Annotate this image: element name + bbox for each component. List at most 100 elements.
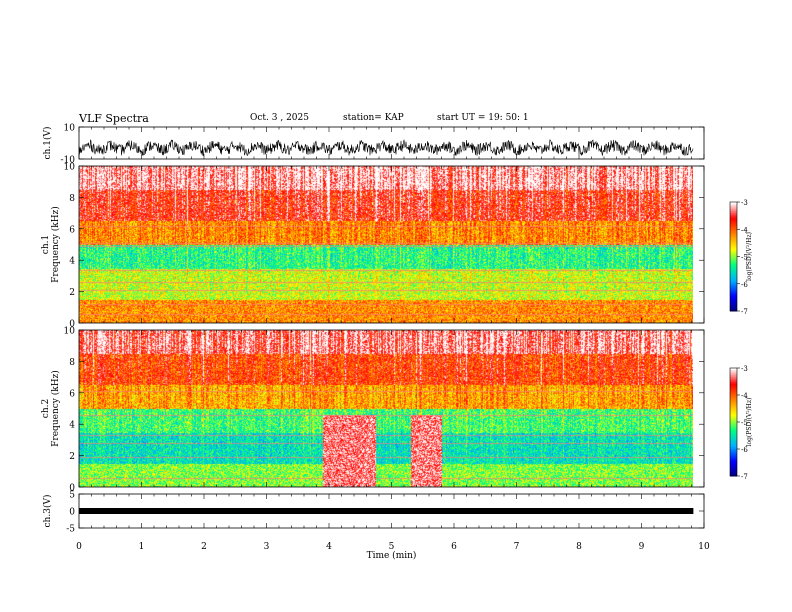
colorbar-segment — [730, 265, 737, 268]
colorbar-segment — [730, 261, 737, 265]
ch1-wave-ytick-label: 10 — [64, 124, 76, 134]
xtick-label: 2 — [201, 542, 207, 552]
ch2-spec-ylabel: Frequency (kHz) — [50, 370, 61, 447]
colorbar-segment — [730, 280, 737, 283]
colorbar-segment — [730, 258, 737, 261]
colorbar-segment — [730, 450, 737, 454]
colorbar-segment — [730, 465, 737, 468]
colorbar-segment — [730, 405, 737, 409]
colorbar-segment — [730, 470, 737, 473]
spectrogram-image — [79, 330, 693, 487]
colorbar-segment — [730, 436, 737, 439]
ch1-spec-ytick-label: 8 — [69, 194, 75, 204]
xtick-label: 10 — [698, 542, 710, 552]
xtick-label: 8 — [576, 542, 582, 552]
colorbar-tick-label: -4 — [741, 226, 748, 234]
colorbar-segment — [730, 422, 737, 425]
colorbar-segment — [730, 452, 737, 455]
colorbar-segment — [730, 221, 737, 225]
colorbar-tick-label: -4 — [741, 392, 748, 400]
ch3-wave-ylabel: ch.3(V) — [42, 495, 53, 528]
colorbar-segment — [730, 434, 737, 437]
colorbar-segment — [730, 468, 737, 472]
ch3-wave-ytick-label: 0 — [69, 508, 75, 518]
colorbar-segment — [730, 267, 737, 270]
colorbar-segment — [730, 416, 737, 419]
ch1-spec-ylabel: Frequency (kHz) — [50, 206, 61, 283]
colorbar-segment — [730, 447, 737, 450]
colorbar-segment — [730, 427, 737, 430]
colorbar-segment — [730, 274, 737, 277]
colorbar-segment — [730, 432, 737, 436]
colorbar-segment — [730, 389, 737, 392]
ch2-spec-ytick-label: 0 — [69, 484, 75, 494]
colorbar-segment — [730, 269, 737, 272]
colorbar-segment — [730, 375, 737, 378]
ch1-waveform — [78, 139, 694, 157]
start-time-label: start UT = 19: 50: 1 — [437, 113, 529, 123]
colorbar-segment — [730, 420, 737, 423]
colorbar-segment — [730, 474, 737, 477]
colorbar-segment — [730, 387, 737, 391]
ch1-spec-ytick-label: 2 — [69, 288, 75, 298]
spectrogram-image — [79, 166, 693, 323]
colorbar-segment — [730, 369, 737, 373]
colorbar-segment — [730, 292, 737, 296]
ch2-spec-ytick-label: 8 — [69, 358, 75, 368]
colorbar-segment — [730, 384, 737, 387]
ch3-waveform — [79, 508, 694, 514]
colorbar-segment — [730, 458, 737, 461]
ch1-spec-ylabel: ch.1 — [41, 235, 51, 254]
colorbar-segment — [730, 263, 737, 267]
colorbar-segment — [730, 229, 737, 232]
xtick-label: 4 — [326, 542, 332, 552]
colorbar-segment — [730, 461, 737, 464]
colorbar-segment — [730, 371, 737, 374]
colorbar-segment — [730, 289, 737, 292]
colorbar-segment — [730, 303, 737, 307]
ch1-spectrogram — [79, 166, 693, 323]
colorbar-tick-label: -5 — [741, 419, 748, 427]
xtick-label: 5 — [389, 542, 395, 552]
xtick-label: 7 — [514, 542, 520, 552]
colorbar-segment — [730, 449, 737, 452]
ch1-spec-ytick-label: 6 — [69, 225, 75, 235]
x-axis-label: Time (min) — [367, 550, 417, 561]
ch1-wave-ylabel: ch.1(V) — [42, 127, 53, 160]
colorbar-segment — [730, 227, 737, 230]
colorbar-tick-label: -6 — [741, 446, 748, 454]
colorbar-segment — [730, 391, 737, 394]
colorbar-segment — [730, 238, 737, 241]
colorbar-segment — [730, 216, 737, 219]
colorbar-segment — [730, 301, 737, 305]
colorbar-segment — [730, 398, 737, 401]
colorbar-segment — [730, 440, 737, 443]
colorbar-segment — [730, 223, 737, 227]
colorbar-segment — [730, 247, 737, 250]
colorbar-segment — [730, 234, 737, 238]
colorbar-segment — [730, 287, 737, 290]
colorbar-segment — [730, 431, 737, 434]
colorbar-segment — [730, 272, 737, 276]
colorbar-segment — [730, 205, 737, 208]
colorbar-segment — [730, 236, 737, 239]
colorbar-segment — [730, 454, 737, 457]
ch3-signal-line — [79, 508, 694, 514]
colorbar-label: log(PSD)(V²/Hz) — [746, 398, 753, 447]
date-label: Oct. 3 , 2025 — [250, 113, 309, 123]
colorbar-segment — [730, 276, 737, 279]
colorbar-segment — [730, 211, 737, 214]
colorbar-segment — [730, 441, 737, 445]
ch2-spec-ytick-label: 2 — [69, 452, 75, 462]
ch1-spec-ytick-label: 10 — [64, 163, 76, 173]
station-label: station= KAP — [343, 113, 404, 123]
colorbar-segment — [730, 380, 737, 383]
colorbar-tick-label: -3 — [741, 365, 748, 373]
colorbar-segment — [730, 414, 737, 418]
colorbar-segment — [730, 438, 737, 441]
colorbar-segment — [730, 386, 737, 389]
colorbar-segment — [730, 377, 737, 380]
colorbar-segment — [730, 203, 737, 207]
colorbar-segment — [730, 368, 737, 371]
